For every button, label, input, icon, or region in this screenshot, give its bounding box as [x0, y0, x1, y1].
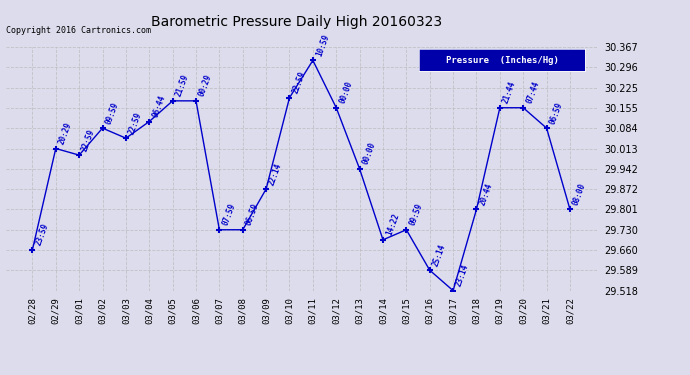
Text: 21:44: 21:44 [501, 80, 518, 105]
Text: 22:14: 22:14 [268, 161, 284, 186]
Text: 23:59: 23:59 [34, 222, 50, 247]
Text: 06:44: 06:44 [150, 94, 167, 119]
Text: 20:29: 20:29 [57, 121, 74, 146]
Text: 23:14: 23:14 [455, 263, 471, 288]
Text: Copyright 2016 Cartronics.com: Copyright 2016 Cartronics.com [6, 26, 150, 35]
Text: 25:14: 25:14 [431, 243, 448, 267]
Text: 09:59: 09:59 [408, 202, 424, 227]
Text: 22:59: 22:59 [291, 70, 307, 95]
Text: 22:59: 22:59 [127, 111, 144, 135]
Text: 06:59: 06:59 [244, 202, 261, 227]
Text: 07:59: 07:59 [221, 202, 237, 227]
Text: 20:44: 20:44 [478, 182, 494, 207]
Text: 08:00: 08:00 [571, 182, 588, 207]
Text: 07:44: 07:44 [524, 80, 541, 105]
Text: 00:00: 00:00 [337, 80, 354, 105]
Text: 14:22: 14:22 [384, 212, 401, 237]
Text: 22:59: 22:59 [81, 128, 97, 152]
Text: 21:59: 21:59 [174, 73, 190, 98]
Text: 10:59: 10:59 [314, 33, 331, 58]
Text: Barometric Pressure Daily High 20160323: Barometric Pressure Daily High 20160323 [151, 15, 442, 29]
Text: 06:59: 06:59 [548, 100, 564, 125]
Text: 09:59: 09:59 [104, 100, 120, 125]
Text: 00:00: 00:00 [361, 141, 377, 166]
Text: 00:29: 00:29 [197, 73, 214, 98]
